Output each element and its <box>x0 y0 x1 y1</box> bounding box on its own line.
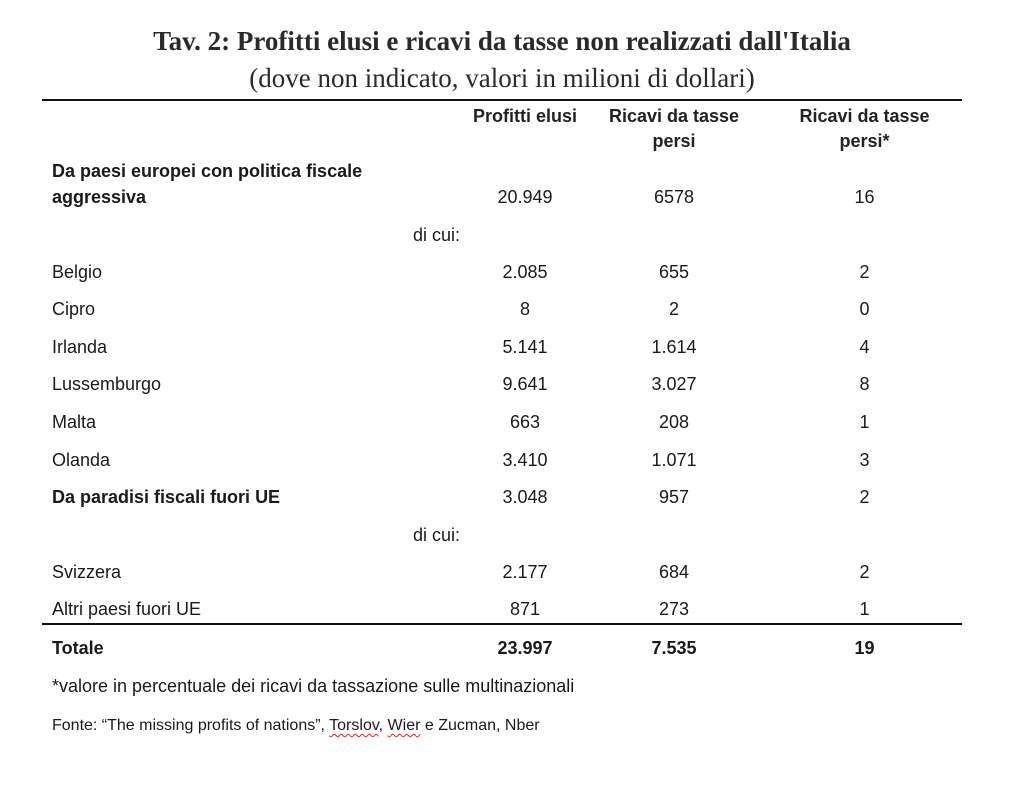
top-rule <box>42 99 962 101</box>
table-row: Altri paesi fuori UE 871 273 1 <box>0 597 1024 622</box>
cell-perc: 4 <box>859 337 870 357</box>
source-suffix: e Zucman, Nber <box>420 717 540 734</box>
cell-profitti: 871 <box>509 599 541 619</box>
cell-ricavi-totale: 7.535 <box>651 638 697 658</box>
cell-ricavi: 1.614 <box>651 337 697 357</box>
cell-perc: 3 <box>859 450 870 470</box>
row-label-totale: Totale <box>52 638 104 658</box>
cell-profitti: 2.085 <box>502 262 548 282</box>
table-row: Svizzera 2.177 684 2 <box>0 560 1024 585</box>
table-row: Malta 663 208 1 <box>0 410 1024 435</box>
cell-ricavi: 655 <box>658 262 690 282</box>
row-label: Cipro <box>52 299 96 319</box>
cell-perc: 2 <box>859 487 870 507</box>
header-ricavi-persi: Ricavi da tasse persi <box>608 106 740 151</box>
cell-ricavi: 3.027 <box>651 374 697 394</box>
cell-profitti: 9.641 <box>502 374 548 394</box>
source-author-torslov: Torslov <box>329 717 379 734</box>
cell-profitti: 2.177 <box>502 562 548 582</box>
cell-profitti-totale: 23.997 <box>497 638 553 658</box>
cell-perc: 16 <box>854 187 875 207</box>
row-label: Malta <box>52 412 97 432</box>
cell-ricavi: 273 <box>658 599 690 619</box>
cell-profitti: 20.949 <box>497 187 553 207</box>
row-label: Belgio <box>52 262 103 282</box>
cell-perc: 2 <box>859 562 870 582</box>
source-prefix: Fonte: “The missing profits of nations”, <box>52 717 330 734</box>
cell-profitti: 3.410 <box>502 450 548 470</box>
source-note: Fonte: “The missing profits of nations”,… <box>52 717 540 735</box>
cell-ricavi: 957 <box>658 487 690 507</box>
row-label: Lussemburgo <box>52 374 162 394</box>
source-author-wier: Wier <box>387 717 421 734</box>
subheading-di-cui: di cui: <box>412 525 460 545</box>
cell-perc: 2 <box>859 262 870 282</box>
table-row: Cipro 8 2 0 <box>0 297 1024 322</box>
table-row-europe: 20.949 6578 16 <box>0 185 1024 210</box>
cell-perc: 1 <box>859 412 870 432</box>
table-title: Tav. 2: Profitti elusi e ricavi da tasse… <box>153 26 851 56</box>
row-label: Olanda <box>52 450 111 470</box>
cell-ricavi: 684 <box>658 562 690 582</box>
cell-profitti: 5.141 <box>502 337 548 357</box>
table-row-dicui: di cui: <box>0 523 1024 548</box>
cell-ricavi: 208 <box>658 412 690 432</box>
cell-profitti: 3.048 <box>502 487 548 507</box>
cell-perc: 0 <box>859 299 870 319</box>
cell-ricavi: 2 <box>668 299 679 319</box>
header-profitti-elusi: Profitti elusi <box>472 106 577 126</box>
header-ricavi-persi-percent: Ricavi da tasse persi* <box>799 106 930 151</box>
table-row-paradisi: Da paradisi fiscali fuori UE 3.048 957 2 <box>0 485 1024 510</box>
table-row-totale: Totale 23.997 7.535 19 <box>0 636 1024 661</box>
subheading-di-cui: di cui: <box>412 225 460 245</box>
cell-ricavi: 6578 <box>653 187 695 207</box>
row-label-paradisi: Da paradisi fiscali fuori UE <box>52 487 281 507</box>
cell-ricavi: 1.071 <box>651 450 697 470</box>
row-label-europe: Da paesi europei con politica fiscale ag… <box>52 161 363 207</box>
cell-profitti: 8 <box>519 299 530 319</box>
total-rule <box>42 623 962 625</box>
source-separator: , <box>378 717 388 734</box>
cell-perc: 1 <box>859 599 870 619</box>
table-row: Lussemburgo 9.641 3.027 8 <box>0 372 1024 397</box>
cell-profitti: 663 <box>509 412 541 432</box>
row-label: Svizzera <box>52 562 122 582</box>
row-label: Irlanda <box>52 337 108 357</box>
table-row: Irlanda 5.141 1.614 4 <box>0 335 1024 360</box>
cell-perc: 8 <box>859 374 870 394</box>
cell-perc-totale: 19 <box>854 638 875 658</box>
table-row-dicui: di cui: <box>0 223 1024 248</box>
table-row: Olanda 3.410 1.071 3 <box>0 448 1024 473</box>
footnote: *valore in percentuale dei ricavi da tas… <box>52 676 575 696</box>
table-subtitle: (dove non indicato, valori in milioni di… <box>249 63 755 93</box>
row-label: Altri paesi fuori UE <box>52 599 202 619</box>
table-row: Belgio 2.085 655 2 <box>0 260 1024 285</box>
